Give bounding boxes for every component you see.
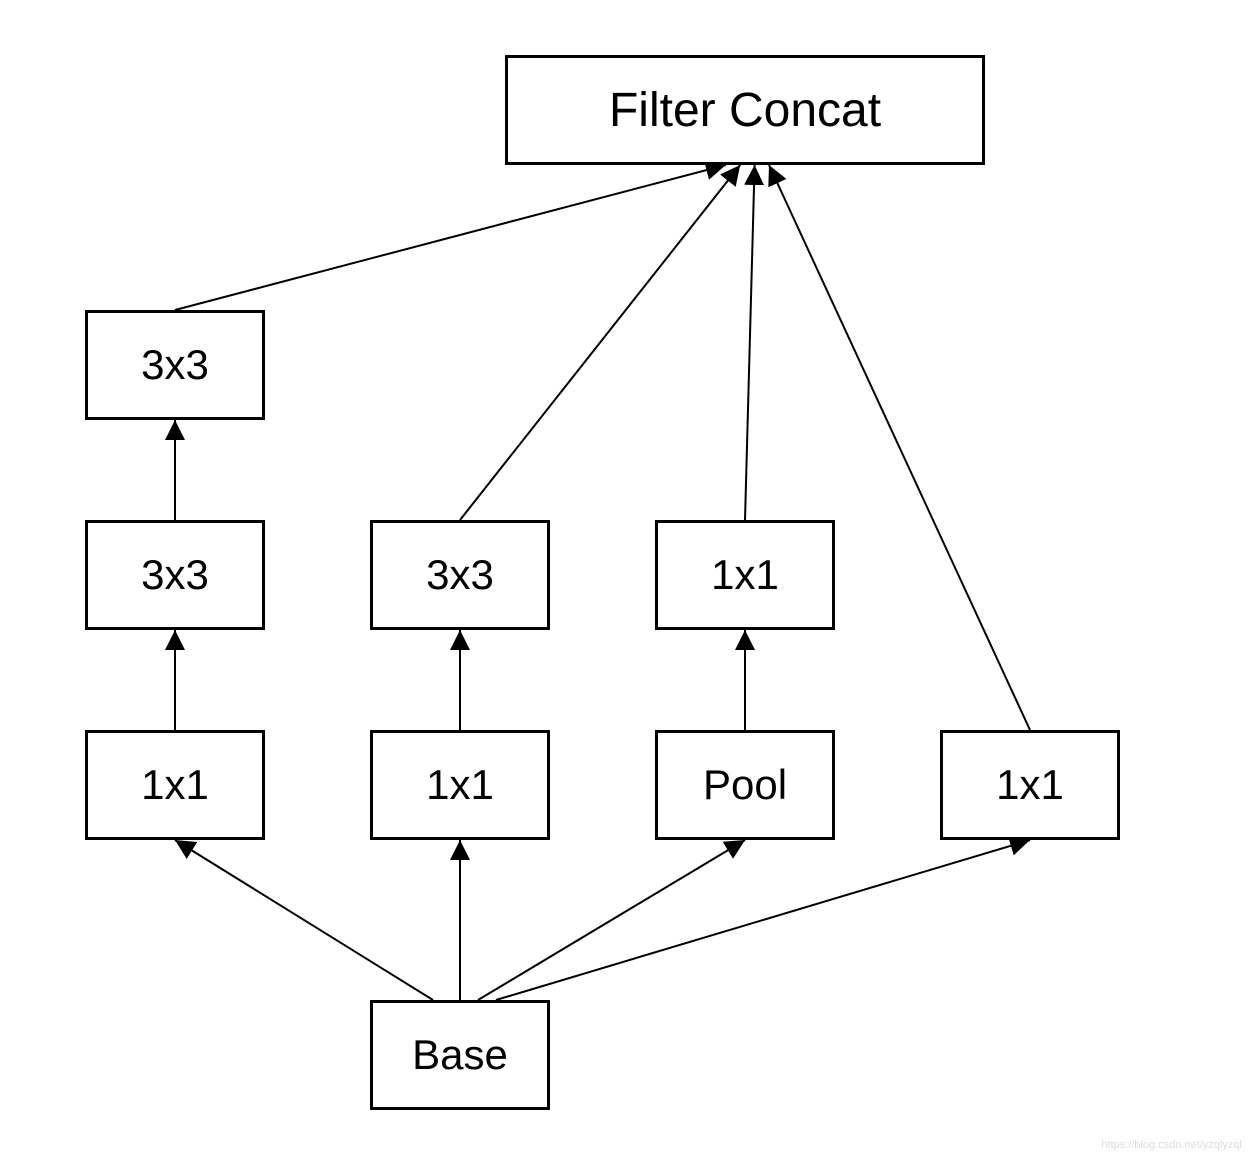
node-label: 3x3 (426, 551, 494, 599)
node-label: Pool (703, 761, 787, 809)
node-label: 1x1 (996, 761, 1064, 809)
node-pool: Pool (655, 730, 835, 840)
node-label: 1x1 (426, 761, 494, 809)
node-3x3: 3x3 (85, 520, 265, 630)
node-base: Base (370, 1000, 550, 1110)
node-1x1: 1x1 (370, 730, 550, 840)
node-1x1: 1x1 (85, 730, 265, 840)
node-label: 3x3 (141, 551, 209, 599)
watermark-text: https://blog.csdn.net/yzqlyzql (1101, 1139, 1242, 1151)
diagram-container: Filter Concat 3x3 3x3 3x3 1x1 1x1 1x1 Po… (0, 0, 1254, 1159)
node-3x3: 3x3 (85, 310, 265, 420)
node-label: 1x1 (711, 551, 779, 599)
node-label: Base (412, 1031, 508, 1079)
node-label: Filter Concat (609, 83, 881, 138)
node-1x1: 1x1 (940, 730, 1120, 840)
node-1x1: 1x1 (655, 520, 835, 630)
node-3x3: 3x3 (370, 520, 550, 630)
node-filter-concat: Filter Concat (505, 55, 985, 165)
node-label: 3x3 (141, 341, 209, 389)
node-label: 1x1 (141, 761, 209, 809)
